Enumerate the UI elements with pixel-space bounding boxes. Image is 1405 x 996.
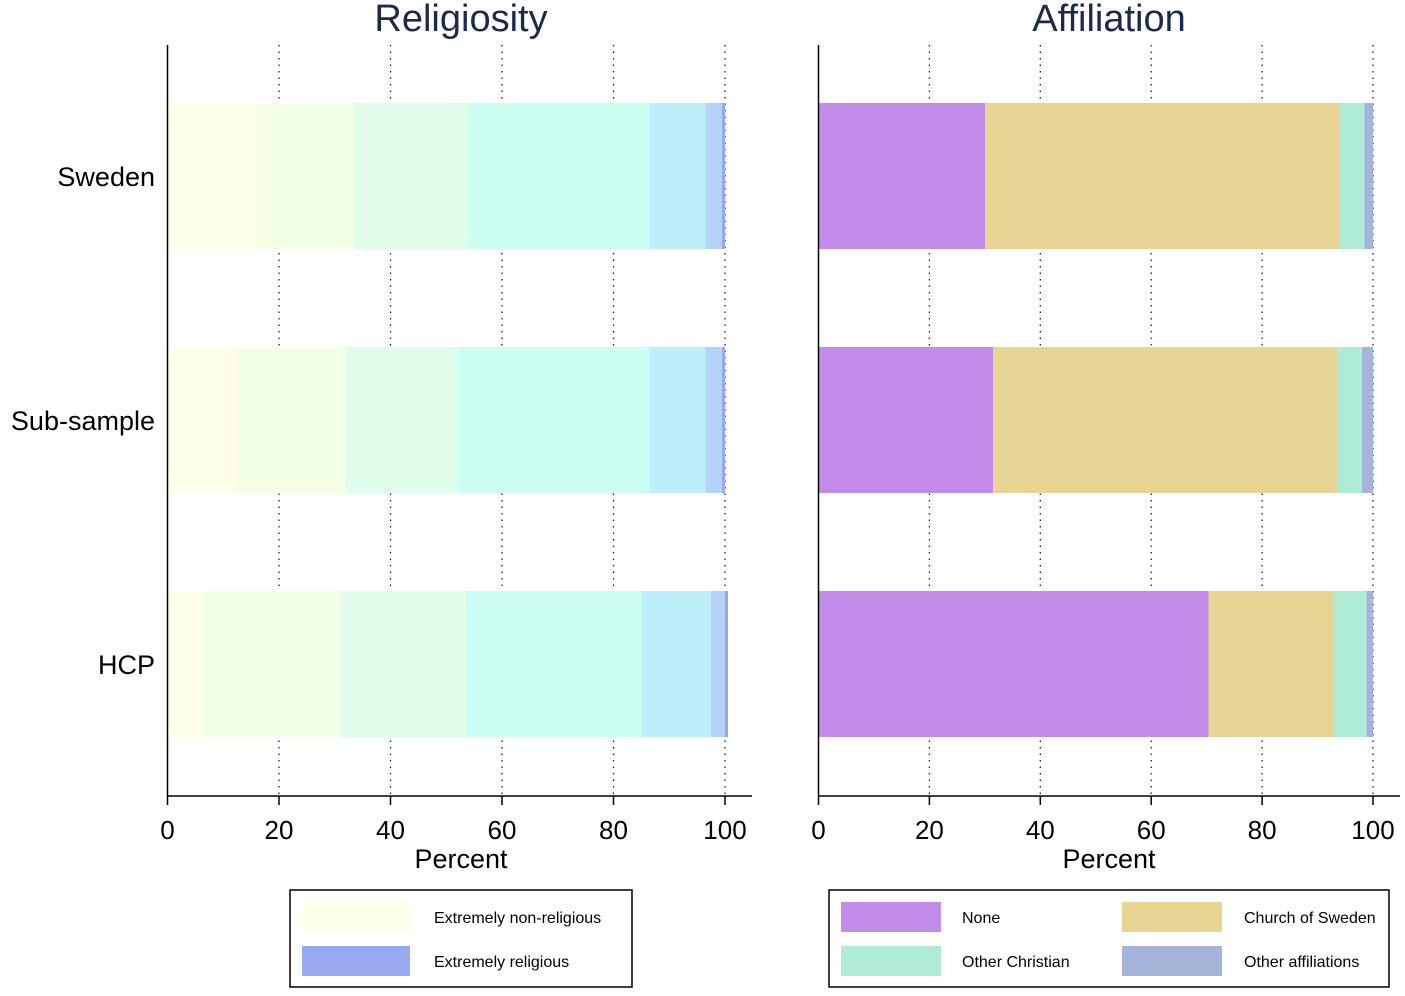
affiliation-bar-hcp-church-of-sweden bbox=[1208, 591, 1334, 737]
affiliation-bar-sweden-other-affiliations bbox=[1364, 103, 1373, 249]
religiosity-axes bbox=[166, 45, 752, 805]
religiosity-bar-sub-sample-level-2 bbox=[237, 347, 346, 493]
affiliation-x-tick-label-80: 80 bbox=[1248, 815, 1277, 845]
religiosity-bar-hcp-level-3 bbox=[340, 591, 466, 737]
affiliation-bar-sweden-other-christian bbox=[1339, 103, 1365, 249]
affiliation-x-tick-label-0: 0 bbox=[811, 815, 825, 845]
religiosity-bar-sub-sample-level-4 bbox=[457, 347, 650, 493]
religiosity-bar-sweden-extremely-non-religious bbox=[167, 103, 257, 249]
religiosity-y-tick-labels: Sweden Sub-sample HCP bbox=[11, 162, 155, 680]
religiosity-x-tick-labels: 0 20 40 60 80 100 bbox=[160, 815, 746, 845]
affiliation-title: Affiliation bbox=[1032, 0, 1186, 40]
affiliation-legend: None Church of Sweden Other Christian Other… bbox=[828, 889, 1390, 988]
religiosity-bar-sub-sample-level-3 bbox=[345, 347, 458, 493]
religiosity-bar-sweden-level-2 bbox=[256, 103, 355, 249]
religiosity-bar-sweden-level-4 bbox=[468, 103, 650, 249]
affiliation-legend-label-none: None bbox=[962, 910, 1000, 927]
affiliation-legend-swatch-none bbox=[841, 902, 941, 932]
religiosity-bar-hcp-level-5 bbox=[641, 591, 712, 737]
religiosity-bar-hcp-extremely-non-religious bbox=[167, 591, 204, 737]
religiosity-bar-hcp-level-2 bbox=[203, 591, 341, 737]
religiosity-legend: Extremely non-religious Extremely religio… bbox=[289, 889, 633, 988]
religiosity-legend-swatch-extremely-religious bbox=[302, 946, 410, 976]
affiliation-legend-label-church-of-sweden: Church of Sweden bbox=[1244, 910, 1376, 927]
affiliation-bar-sweden-church-of-sweden bbox=[984, 103, 1340, 249]
affiliation-x-tick-label-60: 60 bbox=[1137, 815, 1166, 845]
religiosity-bar-sub-sample-extremely-religious bbox=[722, 347, 725, 493]
religiosity-bars bbox=[167, 103, 728, 737]
affiliation-legend-label-other-christian: Other Christian bbox=[962, 954, 1070, 971]
religiosity-title: Religiosity bbox=[374, 0, 547, 40]
religiosity-x-tick-label-40: 40 bbox=[376, 815, 405, 845]
affiliation-bars bbox=[818, 103, 1373, 737]
religiosity-legend-label-extremely-religious: Extremely religious bbox=[434, 954, 569, 971]
affiliation-x-tick-labels: 0 20 40 60 80 100 bbox=[811, 815, 1394, 845]
religiosity-y-tick-label-sweden: Sweden bbox=[57, 162, 155, 192]
affiliation-bar-sub-sample-other-christian bbox=[1336, 347, 1362, 493]
religiosity-x-tick-label-20: 20 bbox=[265, 815, 294, 845]
religiosity-panel: Religiosity Sweden Sub-sample HCP 0 20 40 60 8… bbox=[11, 0, 752, 988]
religiosity-y-tick-label-hcp: HCP bbox=[98, 650, 155, 680]
affiliation-bar-hcp-none bbox=[818, 591, 1209, 737]
affiliation-x-axis-label: Percent bbox=[1062, 844, 1156, 874]
religiosity-legend-label-extremely-non-religious: Extremely non-religious bbox=[434, 910, 601, 927]
affiliation-bar-sub-sample-church-of-sweden bbox=[993, 347, 1337, 493]
religiosity-bar-hcp-level-6 bbox=[711, 591, 725, 737]
religiosity-x-tick-label-60: 60 bbox=[488, 815, 517, 845]
religiosity-bar-sweden-level-6 bbox=[705, 103, 723, 249]
religiosity-bar-sweden-extremely-religious bbox=[722, 103, 725, 249]
religiosity-bar-sweden-level-3 bbox=[354, 103, 469, 249]
religiosity-bar-sub-sample-extremely-non-religious bbox=[167, 347, 238, 493]
affiliation-bar-hcp-other-christian bbox=[1333, 591, 1367, 737]
affiliation-bar-sub-sample-other-affiliations bbox=[1361, 347, 1373, 493]
religiosity-bar-hcp-extremely-religious bbox=[725, 591, 728, 737]
affiliation-bar-sweden-none bbox=[818, 103, 985, 249]
religiosity-y-tick-label-sub-sample: Sub-sample bbox=[11, 406, 155, 436]
religiosity-x-axis-label: Percent bbox=[414, 844, 508, 874]
affiliation-legend-swatch-church-of-sweden bbox=[1122, 902, 1222, 932]
religiosity-bar-sub-sample-level-5 bbox=[649, 347, 706, 493]
religiosity-bar-sweden-level-5 bbox=[649, 103, 706, 249]
religiosity-x-tick-label-80: 80 bbox=[599, 815, 628, 845]
affiliation-x-tick-label-40: 40 bbox=[1026, 815, 1055, 845]
religiosity-legend-swatch-extremely-non-religious bbox=[302, 902, 410, 932]
religiosity-bar-sub-sample-level-6 bbox=[705, 347, 723, 493]
religiosity-x-tick-label-0: 0 bbox=[160, 815, 174, 845]
affiliation-axes bbox=[817, 45, 1400, 805]
affiliation-bar-hcp-other-affiliations bbox=[1366, 591, 1373, 737]
religiosity-x-tick-label-100: 100 bbox=[703, 815, 746, 845]
affiliation-legend-swatch-other-affiliations bbox=[1122, 946, 1222, 976]
affiliation-panel: Affiliation 0 20 40 60 80 100 Percent None Chu… bbox=[811, 0, 1400, 988]
affiliation-bar-sub-sample-none bbox=[818, 347, 994, 493]
affiliation-legend-label-other-affiliations: Other affiliations bbox=[1244, 954, 1359, 971]
affiliation-x-tick-label-20: 20 bbox=[915, 815, 944, 845]
religiosity-bar-hcp-level-4 bbox=[465, 591, 642, 737]
affiliation-legend-swatch-other-christian bbox=[841, 946, 941, 976]
affiliation-x-tick-label-100: 100 bbox=[1351, 815, 1394, 845]
